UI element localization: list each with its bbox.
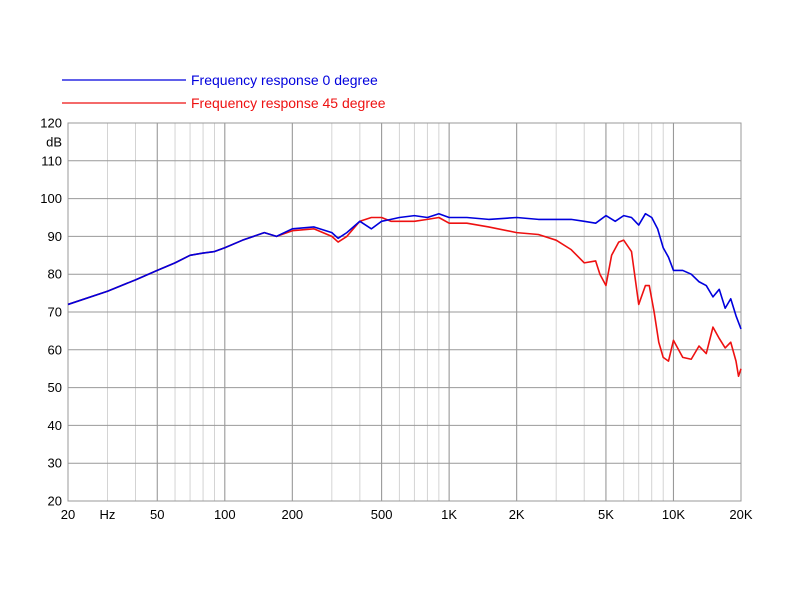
y-tick-label: 80 [48,267,62,282]
legend-label: Frequency response 0 degree [191,72,378,88]
y-tick-label: 40 [48,418,62,433]
y-tick-label: 50 [48,380,62,395]
x-tick-label: 10K [662,507,685,522]
y-tick-label: 70 [48,305,62,320]
x-tick-label: 1K [441,507,457,522]
legend: Frequency response 0 degree Frequency res… [62,72,386,111]
series-line-1 [67,216,742,378]
plot-frame [67,122,742,502]
y-tick-label: 100 [40,191,62,206]
y-tick-label: 20 [48,494,62,509]
x-tick-label: 20 [61,507,75,522]
y-tick-label: 120 [40,116,62,131]
series-layer [67,212,742,378]
y-unit-label: dB [46,134,62,149]
legend-entry: Frequency response 0 degree [62,72,378,88]
x-tick-label: 200 [281,507,303,522]
series-line-0 [67,212,742,330]
tick-labels: 20 50 100 200 500 1K 2K 5K 10K 20K Hz 20 30 40 50 60 70 8… [40,116,753,523]
legend-label: Frequency response 45 degree [191,95,386,111]
grid [68,123,741,501]
legend-entry: Frequency response 45 degree [62,95,386,111]
x-tick-label: 500 [371,507,393,522]
x-tick-label: 5K [598,507,614,522]
y-tick-label: 60 [48,342,62,357]
y-tick-label: 90 [48,229,62,244]
x-tick-label: 20K [729,507,752,522]
x-tick-label: 2K [509,507,525,522]
x-tick-label: 50 [150,507,164,522]
x-tick-label: 100 [214,507,236,522]
y-tick-label: 110 [41,153,62,168]
y-tick-label: 30 [48,456,62,471]
x-unit-label: Hz [100,507,116,522]
